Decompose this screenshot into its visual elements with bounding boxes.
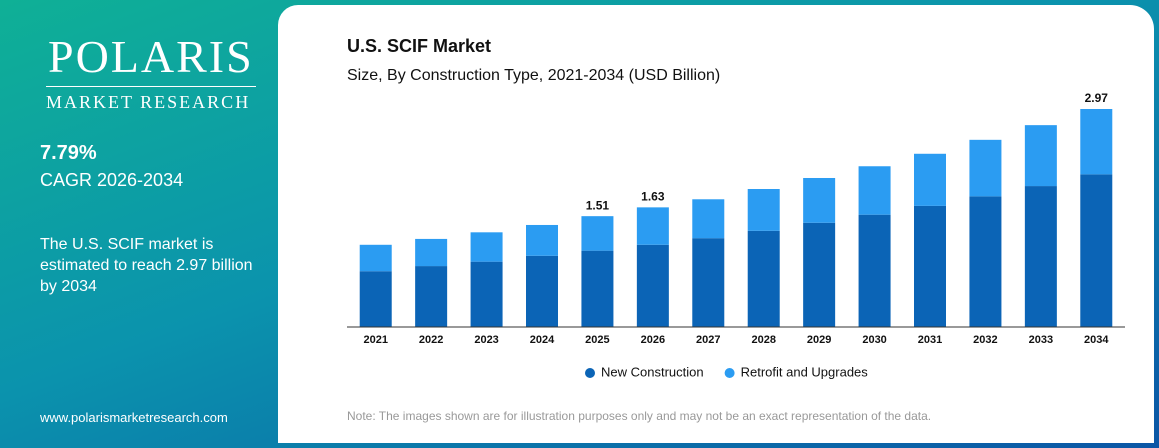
- bar-segment: [415, 238, 448, 267]
- bar-segment: [359, 271, 392, 327]
- total-label: 2.97: [1085, 91, 1109, 105]
- legend-dot: [585, 368, 595, 378]
- sidebar: POLARIS MARKET RESEARCH 7.79% CAGR 2026-…: [0, 0, 278, 448]
- cagr-value: 7.79%: [40, 142, 97, 164]
- website[interactable]: www.polarismarketresearch.com: [40, 410, 228, 425]
- bar-segment: [803, 177, 836, 223]
- bar-segment: [1024, 125, 1057, 187]
- bar-segment: [914, 153, 946, 206]
- bar-segment: [1024, 186, 1057, 327]
- x-tick-label: 2031: [918, 334, 942, 346]
- bar-segment: [636, 207, 669, 245]
- legend-dot: [724, 368, 735, 378]
- logo-rule: [46, 86, 256, 87]
- bar-segment: [470, 261, 503, 327]
- bar-segment: [858, 214, 891, 327]
- chart-subtitle: Size, By Construction Type, 2021-2034 (U…: [347, 67, 720, 84]
- legend-label: New Construction: [601, 364, 704, 379]
- bar-segment: [969, 139, 1002, 197]
- logo: POLARIS: [48, 31, 254, 82]
- legend-label: Retrofit and Upgrades: [741, 364, 869, 379]
- x-tick-label: 2033: [1029, 334, 1053, 346]
- x-tick-label: 2032: [973, 334, 997, 346]
- x-tick-label: 2025: [585, 334, 609, 346]
- bar-segment: [581, 250, 614, 327]
- summary: The U.S. SCIF market is estimated to rea…: [40, 236, 253, 295]
- bar-segment: [747, 189, 780, 231]
- bar-segment: [692, 199, 725, 239]
- bar-segment: [1080, 174, 1113, 327]
- bar-segment: [747, 230, 780, 327]
- x-tick-label: 2029: [807, 334, 831, 346]
- bar-segment: [581, 216, 614, 251]
- bar-segment: [526, 224, 558, 256]
- bar-segment: [526, 255, 558, 327]
- bar-segment: [470, 232, 503, 262]
- bar-segment: [803, 222, 836, 327]
- bar-segment: [858, 166, 891, 215]
- total-label: 1.63: [641, 190, 665, 204]
- x-tick-label: 2034: [1084, 334, 1109, 346]
- note: Note: The images shown are for illustrat…: [347, 409, 931, 423]
- x-tick-label: 2027: [696, 334, 720, 346]
- bar-segment: [914, 205, 946, 327]
- x-tick-label: 2030: [862, 334, 886, 346]
- cagr-label: CAGR 2026-2034: [40, 170, 184, 190]
- x-tick-label: 2026: [641, 334, 665, 346]
- bar-segment: [415, 266, 448, 327]
- bar-segment: [969, 196, 1002, 327]
- x-tick-label: 2021: [363, 334, 387, 346]
- x-tick-label: 2028: [751, 334, 775, 346]
- x-tick-label: 2024: [530, 334, 555, 346]
- bar-segment: [692, 238, 725, 327]
- total-label: 1.51: [586, 198, 610, 212]
- bar-segment: [636, 244, 669, 327]
- bar-segment: [1080, 109, 1113, 175]
- x-tick-label: 2023: [474, 334, 498, 346]
- logo-tagline: MARKET RESEARCH: [46, 92, 251, 112]
- bar-segment: [359, 244, 392, 272]
- x-tick-label: 2022: [419, 334, 443, 346]
- chart-title: U.S. SCIF Market: [347, 36, 491, 56]
